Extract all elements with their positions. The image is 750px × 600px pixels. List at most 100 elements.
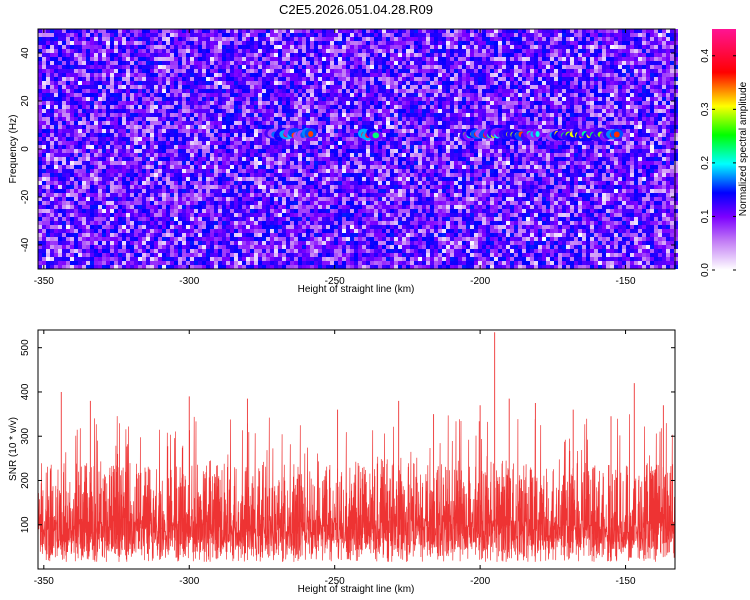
spectrogram-cell	[206, 37, 210, 41]
spectrogram-cell	[474, 117, 478, 121]
spectrogram-cell	[466, 101, 470, 105]
spectrogram-cell	[234, 77, 238, 81]
spectrogram-cell	[166, 33, 170, 37]
spectrogram-cell	[338, 29, 342, 33]
spectrogram-cell	[242, 137, 246, 141]
spectrogram-cell	[578, 93, 582, 97]
spectrogram-cell	[658, 65, 662, 69]
spectrogram-cell	[390, 65, 394, 69]
spectrogram-cell	[350, 89, 354, 93]
spectrogram-cell	[322, 113, 326, 117]
spectrogram-cell	[282, 65, 286, 69]
spectrogram-cell	[294, 97, 298, 101]
spectrogram-cell	[114, 129, 118, 133]
spectrogram-cell	[646, 81, 650, 85]
spectrogram-cell	[106, 137, 110, 141]
spectrogram-cell	[82, 65, 86, 69]
spectrogram-cell	[630, 29, 634, 33]
spectrogram-cell	[402, 117, 406, 121]
spectrogram-cell	[134, 125, 138, 129]
spectrogram-cell	[278, 141, 282, 145]
spectrogram-cell	[554, 89, 558, 93]
spectrogram-cell	[610, 117, 614, 121]
spectrogram-cell	[434, 73, 438, 77]
spectrogram-cell	[454, 109, 458, 113]
spectrogram-cell	[350, 121, 354, 125]
spectrogram-cell	[78, 117, 82, 121]
spectrogram-cell	[578, 33, 582, 37]
spectrogram-cell	[674, 125, 678, 129]
spectrogram-cell	[294, 145, 298, 149]
spectrogram-cell	[546, 49, 550, 53]
spectrogram-cell	[614, 113, 618, 117]
spectrogram-cell	[354, 45, 358, 49]
spectrogram-cell	[426, 117, 430, 121]
spectrogram-cell	[430, 133, 434, 137]
spectrogram-cell	[118, 149, 122, 153]
spectrogram-cell	[310, 77, 314, 81]
spectrogram-cell	[498, 145, 502, 149]
spectrogram-cell	[294, 53, 298, 57]
spectrogram-cell	[522, 61, 526, 65]
spectrogram-cell	[186, 45, 190, 49]
spectrogram-cell	[382, 129, 386, 133]
spectrogram-cell	[318, 65, 322, 69]
spectrogram-cell	[338, 45, 342, 49]
spectrogram-cell	[534, 117, 538, 121]
spectrogram-cell	[118, 109, 122, 113]
spectrogram-cell	[162, 45, 166, 49]
spectrogram-cell	[294, 113, 298, 117]
spectrogram-cell	[666, 109, 670, 113]
spectrogram-cell	[170, 41, 174, 45]
spectrogram-cell	[434, 77, 438, 81]
spectrogram-cell	[286, 117, 290, 121]
spectrogram-cell	[574, 145, 578, 149]
spectrogram-cell	[82, 113, 86, 117]
spectrogram-cell	[42, 113, 46, 117]
spectrogram-cell	[562, 53, 566, 57]
spectrogram-cell	[138, 137, 142, 141]
spectrogram-cell	[578, 125, 582, 129]
spectrogram-cell	[58, 37, 62, 41]
spectrogram-cell	[438, 37, 442, 41]
spectrogram-cell	[526, 77, 530, 81]
spectrogram-cell	[218, 89, 222, 93]
spectrogram-cell	[406, 85, 410, 89]
spectrogram-cell	[478, 121, 482, 125]
spectrogram-cell	[78, 109, 82, 113]
spectrogram-cell	[390, 129, 394, 133]
spectrogram-cell	[470, 41, 474, 45]
spectrogram-cell	[294, 29, 298, 33]
spectrogram-cell	[634, 29, 638, 33]
spectrogram-cell	[234, 109, 238, 113]
spectrogram-cell	[162, 57, 166, 61]
spectrogram-cell	[446, 121, 450, 125]
spectrogram-cell	[70, 149, 74, 153]
spectrogram-cell	[318, 49, 322, 53]
spectrogram-cell	[562, 81, 566, 85]
spectrogram-cell	[446, 141, 450, 145]
spectrogram-cell	[198, 49, 202, 53]
spectrogram-cell	[190, 81, 194, 85]
spectrogram-cell	[442, 49, 446, 53]
spectrogram-cell	[358, 97, 362, 101]
spectrogram-cell	[618, 81, 622, 85]
spectrogram-cell	[122, 97, 126, 101]
spectrogram-cell	[194, 53, 198, 57]
spectrogram-cell	[218, 149, 222, 153]
spectrogram-cell	[282, 85, 286, 89]
spectrogram-cell	[162, 77, 166, 81]
spectrogram-cell	[246, 73, 250, 77]
spectrogram-cell	[402, 85, 406, 89]
spectrogram-cell	[182, 93, 186, 97]
spectrogram-cell	[410, 121, 414, 125]
spectrogram-cell	[150, 121, 154, 125]
spectrogram-cell	[630, 101, 634, 105]
spectrogram-cell	[110, 81, 114, 85]
spectrogram-cell	[154, 97, 158, 101]
spectrogram-cell	[242, 49, 246, 53]
spectrogram-cell	[574, 61, 578, 65]
spectrogram-cell	[422, 145, 426, 149]
spectrogram-cell	[594, 85, 598, 89]
spectrogram-cell	[326, 33, 330, 37]
